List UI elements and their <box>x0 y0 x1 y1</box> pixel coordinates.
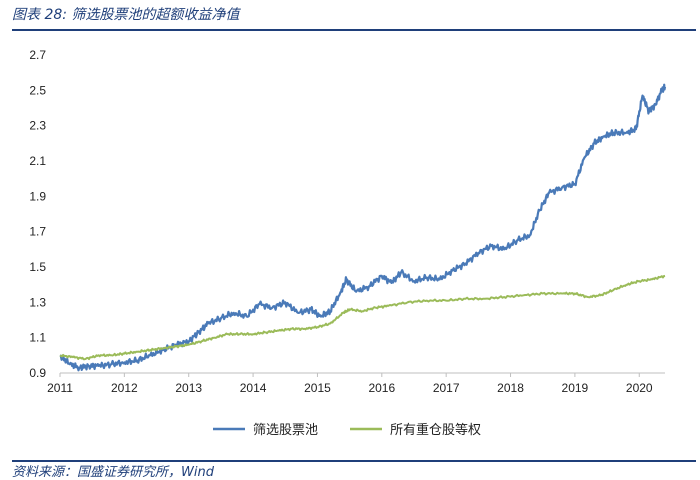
y-tick-label: 1.3 <box>29 295 46 309</box>
series-line-1 <box>59 83 667 372</box>
y-tick-label: 1.9 <box>29 189 46 203</box>
y-tick-label: 2.1 <box>29 154 46 168</box>
x-tick-label: 2012 <box>111 381 138 395</box>
source-note: 资料来源：国盛证券研究所，Wind <box>12 465 214 480</box>
header-rule <box>12 29 696 31</box>
y-tick-label: 1.5 <box>29 260 46 274</box>
x-tick-label: 2018 <box>497 381 524 395</box>
y-tick-label: 1.7 <box>29 225 46 239</box>
legend: 筛选股票池 所有重仓股等权 <box>213 422 481 438</box>
x-tick-label: 2011 <box>47 381 73 395</box>
y-tick-label: 2.5 <box>29 83 46 97</box>
series-line-2 <box>59 274 666 361</box>
series-layer <box>59 83 667 372</box>
x-tick-label: 2014 <box>240 381 267 395</box>
x-tick-label: 2015 <box>304 381 331 395</box>
legend-label: 筛选股票池 <box>253 423 318 438</box>
x-tick-label: 2017 <box>433 381 460 395</box>
footer-rule <box>12 460 696 462</box>
x-tick-label: 2016 <box>368 381 395 395</box>
x-axis-ticks: 2011 2012 2013 2014 2015 2016 2017 2018 2019 2020 <box>47 373 653 395</box>
y-tick-label: 2.3 <box>29 119 46 133</box>
x-tick-label: 2020 <box>626 381 653 395</box>
legend-label: 所有重仓股等权 <box>390 422 481 438</box>
x-tick-label: 2013 <box>175 381 202 395</box>
figure-title: 图表 28: 筛选股票池的超额收益净值 <box>12 7 240 23</box>
y-axis-ticks: 0.9 1.1 1.3 1.5 1.7 1.9 2.1 2.3 2.5 2.7 <box>29 48 46 380</box>
x-tick-label: 2019 <box>562 381 589 395</box>
y-tick-label: 1.1 <box>29 331 46 345</box>
y-tick-label: 0.9 <box>29 366 46 380</box>
y-tick-label: 2.7 <box>29 48 46 62</box>
